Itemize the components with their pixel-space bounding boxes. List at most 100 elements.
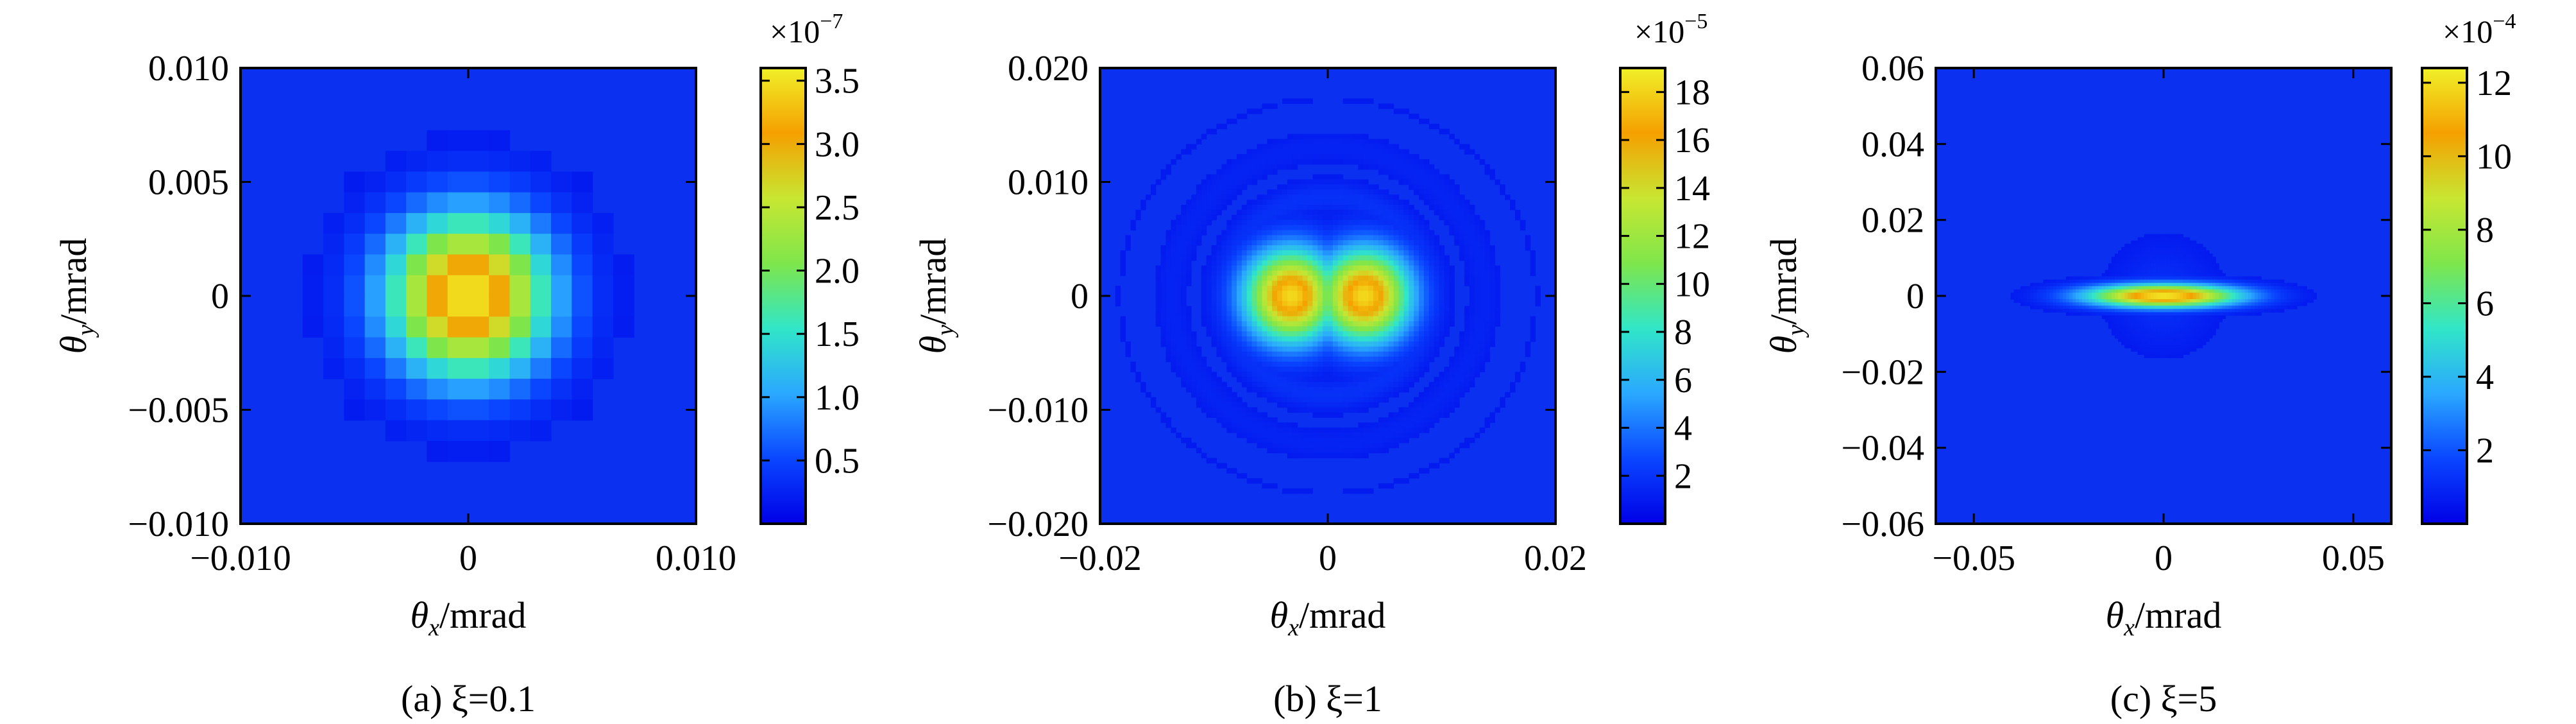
heatmap-cell (1307, 154, 1313, 160)
heatmap-cell (1323, 377, 1328, 383)
heatmap-cell (1196, 356, 1202, 363)
heatmap-cell (1439, 321, 1445, 327)
heatmap-cell (1398, 382, 1404, 388)
heatmap-cell (1292, 235, 1298, 241)
heatmap-cell (2189, 338, 2194, 342)
heatmap-cell (1267, 300, 1273, 307)
heatmap-cell (1373, 144, 1379, 150)
heatmap-cell (1383, 366, 1389, 372)
heatmap-cell (2065, 296, 2070, 300)
heatmap-cell (1337, 184, 1344, 190)
heatmap-cell (2020, 289, 2024, 293)
heatmap-cell (1459, 356, 1465, 363)
heatmap-cell (1272, 275, 1278, 281)
heatmap-cell (1297, 225, 1303, 231)
heatmap-cell (2111, 270, 2115, 274)
heatmap-cell (1267, 336, 1273, 342)
heatmap-cell (1398, 437, 1404, 444)
heatmap-cell (1454, 139, 1460, 144)
heatmap-cell (2121, 331, 2125, 336)
heatmap-cell (1454, 361, 1460, 368)
heatmap-cell (1196, 447, 1202, 454)
heatmap-cell (1262, 154, 1267, 160)
heatmap-cell (1323, 179, 1328, 185)
heatmap-cell (1459, 377, 1465, 383)
heatmap-cell (1373, 447, 1379, 454)
heatmap-cell (1489, 300, 1495, 307)
heatmap-cell (385, 275, 407, 297)
heatmap-cell (1444, 372, 1450, 377)
heatmap-cell (1201, 194, 1207, 200)
heatmap-cell (1251, 260, 1258, 266)
heatmap-cell (1337, 139, 1344, 144)
heatmap-cell (1292, 427, 1298, 433)
heatmap-cell (1444, 382, 1450, 388)
heatmap-cell (2186, 315, 2190, 320)
heatmap-cell (1272, 169, 1278, 175)
heatmap-cell (1464, 437, 1470, 444)
heatmap-cell (592, 254, 614, 276)
heatmap-cell (1332, 184, 1339, 190)
heatmap-cell (1221, 341, 1227, 347)
heatmap-cell (2164, 240, 2167, 245)
heatmap-cell (1449, 321, 1455, 327)
heatmap-cell (1292, 351, 1298, 358)
heatmap-cell (1459, 209, 1465, 216)
heatmap-cell (2157, 306, 2161, 309)
heatmap-cell (1237, 366, 1242, 372)
heatmap-cell (2065, 289, 2070, 293)
heatmap-cell (2049, 279, 2054, 284)
heatmap-cell (1348, 382, 1354, 388)
heatmap-cell (1292, 139, 1298, 144)
heatmap-cell (1272, 291, 1278, 297)
heatmap-cell (1398, 245, 1404, 251)
heatmap-cell (1373, 392, 1379, 398)
heatmap-cell (1353, 255, 1359, 261)
heatmap-cell (1423, 422, 1430, 428)
heatmap-cell (1272, 296, 1278, 302)
heatmap-cell (1297, 407, 1303, 413)
heatmap-cell (613, 316, 634, 338)
heatmap-cell (1287, 422, 1293, 428)
heatmap-cell (1297, 372, 1303, 377)
heatmap-cell (1403, 412, 1409, 418)
heatmap-cell (1363, 240, 1369, 246)
heatmap-cell (364, 275, 386, 297)
heatmap-cell (2164, 292, 2167, 297)
heatmap-cell (1251, 200, 1258, 205)
heatmap-cell (2121, 309, 2125, 313)
heatmap-cell (1146, 392, 1151, 398)
heatmap-cell (1312, 341, 1318, 347)
heatmap-cell (2020, 296, 2024, 300)
heatmap-cell (2186, 260, 2190, 264)
heatmap-cell (1307, 189, 1313, 195)
heatmap-cell (1414, 154, 1419, 160)
heatmap-cell (1423, 346, 1430, 352)
heatmap-cell (2098, 306, 2103, 309)
heatmap-cell (1257, 427, 1263, 433)
heatmap-cell (2144, 354, 2148, 358)
heatmap-cell (2137, 351, 2142, 355)
heatmap-cell (1495, 321, 1500, 327)
heatmap-cell (2040, 289, 2044, 293)
heatmap-cell (1237, 235, 1242, 241)
heatmap-cell (1474, 225, 1480, 231)
heatmap-cell (1211, 245, 1217, 251)
heatmap-cell (2065, 306, 2070, 309)
heatmap-cell (1353, 372, 1359, 377)
heatmap-cell (2092, 296, 2096, 300)
heatmap-cell (1459, 387, 1465, 393)
heatmap-cell (1186, 260, 1192, 266)
heatmap-cell (1155, 179, 1162, 185)
heatmap-cell (2164, 250, 2167, 254)
heatmap-cell (1312, 427, 1318, 433)
heatmap-cell (1373, 427, 1379, 433)
heatmap-cell (1267, 240, 1273, 246)
heatmap-cell (2118, 322, 2122, 326)
heatmap-cell (1469, 351, 1475, 358)
heatmap-cell (2176, 286, 2180, 290)
heatmap-cell (2189, 318, 2194, 323)
heatmap-cell (1388, 346, 1394, 352)
heatmap-cell (2144, 341, 2148, 345)
heatmap-cell (2128, 312, 2131, 316)
